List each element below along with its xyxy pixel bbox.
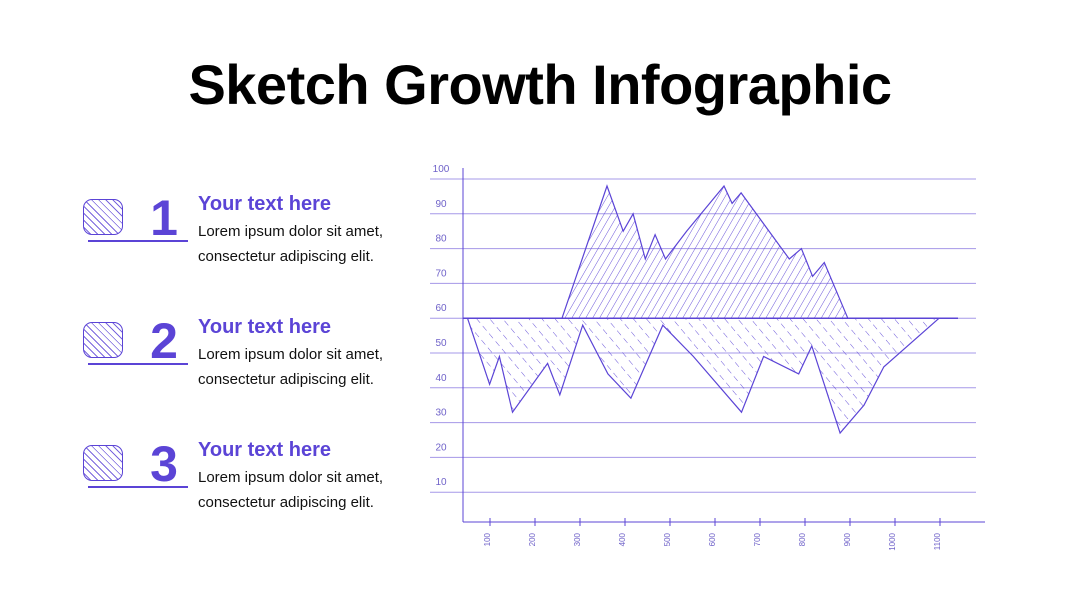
area-fill <box>467 318 940 433</box>
x-tick-label: 700 <box>753 532 762 546</box>
y-tick-label: 30 <box>435 408 447 419</box>
area-outline <box>466 317 940 435</box>
y-tick-label: 20 <box>435 442 447 453</box>
item-text: consectetur adipiscing elit. <box>198 248 374 265</box>
hatch-icon <box>83 322 123 358</box>
hatch-icon <box>83 199 123 235</box>
x-tick-label: 900 <box>843 532 852 546</box>
y-tick-label: 40 <box>435 373 447 384</box>
list-item: 1 Your text here Lorem ipsum dolor sit ame… <box>0 190 420 305</box>
x-tick-label: 300 <box>573 532 582 546</box>
title: Sketch Growth Infographic <box>188 53 892 116</box>
x-tick-label: 600 <box>708 532 717 546</box>
list-item: 3 Your text here Lorem ipsum dolor sit ame… <box>0 436 420 551</box>
item-text: Lorem ipsum dolor sit amet, <box>198 469 384 486</box>
underline <box>88 240 188 242</box>
hatch-icon <box>83 445 123 481</box>
y-tick-label: 90 <box>435 199 447 210</box>
y-tick-label: 80 <box>435 234 447 245</box>
item-number: 2 <box>150 313 178 369</box>
y-tick-label: 100 <box>433 164 450 175</box>
y-tick-label: 10 <box>435 477 447 488</box>
item-title: Your text here <box>198 439 331 461</box>
y-tick-label: 70 <box>435 268 447 279</box>
item-number: 3 <box>150 436 178 492</box>
item-text: Lorem ipsum dolor sit amet, <box>198 223 384 240</box>
item-text: consectetur adipiscing elit. <box>198 371 374 388</box>
x-tick-label: 1000 <box>888 532 897 550</box>
x-tick-label: 100 <box>483 532 492 546</box>
y-tick-label: 50 <box>435 338 447 349</box>
x-tick-label: 500 <box>663 532 672 546</box>
item-text: consectetur adipiscing elit. <box>198 494 374 511</box>
underline <box>88 486 188 488</box>
list-item: 2 Your text here Lorem ipsum dolor sit ame… <box>0 313 420 428</box>
x-tick-label: 200 <box>528 532 537 546</box>
item-number: 1 <box>150 190 178 246</box>
area-outline <box>561 184 849 319</box>
x-tick-label: 1100 <box>933 532 942 550</box>
item-title: Your text here <box>198 316 331 338</box>
x-tick-label: 400 <box>618 532 627 546</box>
underline <box>88 363 188 365</box>
x-tick-label: 800 <box>798 532 807 546</box>
y-tick-label: 60 <box>435 303 447 314</box>
item-text: Lorem ipsum dolor sit amet, <box>198 346 384 363</box>
item-title: Your text here <box>198 193 331 215</box>
area-fill <box>562 186 848 319</box>
